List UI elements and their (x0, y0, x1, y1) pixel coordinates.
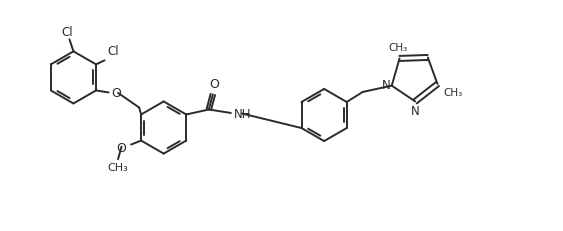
Text: Cl: Cl (61, 26, 73, 39)
Text: O: O (209, 78, 219, 91)
Text: Cl: Cl (107, 45, 119, 58)
Text: NH: NH (234, 108, 252, 121)
Text: N: N (411, 105, 419, 118)
Text: N: N (382, 78, 391, 91)
Text: CH₃: CH₃ (108, 162, 128, 172)
Text: CH₃: CH₃ (444, 87, 463, 97)
Text: O: O (117, 141, 127, 154)
Text: O: O (111, 87, 122, 100)
Text: CH₃: CH₃ (388, 43, 407, 53)
